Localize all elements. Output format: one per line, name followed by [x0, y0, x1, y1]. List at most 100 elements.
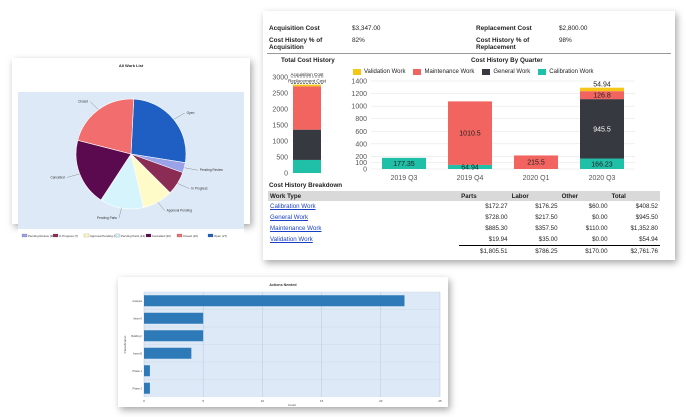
- x-tick-label: 2020 Q1: [523, 175, 550, 182]
- pie-slice: [77, 98, 135, 155]
- col-labor: Labor: [509, 191, 560, 201]
- x-axis-label: Count: [288, 403, 296, 407]
- y-tick-label: 1200: [351, 91, 367, 98]
- work-type-link[interactable]: Maintenance Work: [270, 225, 322, 232]
- legend-swatch: [538, 69, 547, 75]
- work-type-link[interactable]: Calibration Work: [270, 203, 316, 210]
- legend-swatch: [413, 69, 422, 75]
- legend-swatch: [145, 233, 152, 238]
- pie-leader-line: [118, 208, 122, 219]
- total-cell: $945.50: [635, 214, 658, 221]
- total-cell: $408.52: [635, 203, 658, 210]
- parts-cell: $885.30: [485, 225, 508, 232]
- pie-slice-label: Open: [187, 111, 195, 115]
- legend-calibration: Calibration Work: [549, 69, 594, 75]
- y-tick-label: Phase 1: [132, 369, 142, 373]
- work-type-link[interactable]: General Work: [270, 214, 309, 221]
- data-label: 64.94: [461, 164, 479, 171]
- legend-swatch: [83, 233, 90, 238]
- legend-label: Cancelled (20): [152, 234, 171, 238]
- x-tick-label: 2019 Q3: [391, 175, 418, 182]
- pie-slice: [130, 98, 187, 164]
- y-tick-label: 800: [355, 116, 367, 123]
- x-tick-label: 0: [143, 399, 145, 403]
- legend-label: In Progress (7): [59, 234, 78, 238]
- pct-replacement-label: Cost History % of Replacement: [476, 37, 530, 51]
- y-tick-label: 400: [355, 141, 367, 148]
- stacked-bar-segment: [293, 86, 321, 130]
- y-tick-label: 500: [276, 155, 288, 162]
- pct-acquisition-label: Cost History % of Acquisition: [269, 37, 323, 51]
- parts-cell: $19.94: [488, 236, 508, 243]
- quarter-legend: Validation Work Maintenance Work General…: [353, 69, 594, 75]
- total-cell: $54.94: [639, 236, 658, 243]
- stacked-bar-segment: [293, 159, 321, 173]
- cost-history-panel: Acquisition Cost $3,347.00 Replacement C…: [263, 11, 675, 260]
- chart-title: Actions Needed: [269, 283, 296, 287]
- x-tick-label: 2020 Q3: [589, 175, 616, 182]
- y-tick-label: Asset A: [133, 316, 142, 320]
- labor-cell: $176.25: [535, 203, 558, 210]
- y-tick-label: Phase 2: [132, 386, 142, 390]
- stacked-bar-segment: [580, 91, 624, 100]
- data-label: 166.23: [591, 161, 613, 168]
- other-cell: $110.00: [585, 225, 608, 232]
- pct-replacement-value: 98%: [559, 37, 572, 44]
- pie-leader-line: [173, 112, 185, 120]
- legend-label: Pending Parts (13): [121, 234, 145, 238]
- y-axis-label: Classification: [123, 335, 127, 353]
- x-tick-label: 25: [438, 399, 442, 403]
- annotation-label: Acquisition Cost: [291, 72, 325, 77]
- table-row: Maintenance Work $885.30 $357.50 $110.00…: [268, 223, 660, 234]
- col-other: Other: [559, 191, 610, 201]
- legend-label: Approval Pending (9): [90, 234, 117, 238]
- pie-slice-label: Pending Review: [200, 168, 224, 172]
- pie-slice-label: Pending Parts: [97, 216, 117, 220]
- y-tick-label: 3000: [272, 75, 288, 82]
- y-tick-label: Building I: [131, 334, 142, 338]
- bar: [144, 365, 150, 377]
- col-work-type: Work Type: [268, 191, 460, 201]
- y-tick-label: 1500: [272, 123, 288, 130]
- data-label: 945.5: [593, 126, 611, 133]
- y-tick-label: 100: [355, 160, 367, 167]
- other-total: $170.00: [559, 245, 610, 257]
- grand-total: $2,761.76: [609, 245, 660, 257]
- legend-swatch: [21, 233, 28, 238]
- table-header-row: Work Type Parts Labor Other Total: [268, 191, 660, 201]
- other-cell: $0.00: [592, 214, 608, 221]
- bar: [144, 347, 192, 359]
- labor-total: $786.25: [509, 245, 560, 257]
- data-label: 54.94: [593, 81, 611, 88]
- y-tick-label: 0: [363, 167, 367, 174]
- y-tick-label: 2500: [272, 91, 288, 98]
- x-tick-label: 15: [320, 399, 324, 403]
- data-label: 215.5: [527, 160, 545, 167]
- legend-label: Pending Review (3): [28, 234, 53, 238]
- quarter-cost-title: Cost History By Quarter: [471, 57, 543, 64]
- stacked-bar-segment: [580, 87, 624, 92]
- x-tick-label: 10: [261, 399, 265, 403]
- parts-cell: $172.27: [485, 203, 508, 210]
- pie-slice: [75, 139, 132, 201]
- stacked-bar-segment: [448, 164, 492, 169]
- pie-leader-line: [66, 173, 80, 178]
- replacement-cost-value: $2,800.00: [559, 25, 588, 32]
- pie-slice-label: Closed: [78, 100, 88, 104]
- other-cell: $0.00: [592, 236, 608, 243]
- pie-leader-line: [177, 183, 190, 189]
- acquisition-cost-label: Acquisition Cost: [269, 25, 320, 32]
- pie-slice-label: Cancelled: [50, 175, 64, 179]
- work-type-link[interactable]: Validation Work: [270, 236, 313, 244]
- x-tick-label: 2019 Q4: [457, 175, 484, 182]
- other-cell: $60.00: [588, 203, 608, 210]
- bar: [144, 382, 150, 394]
- work-list-panel: All Work List Open Pending Review In Progr…: [12, 58, 250, 242]
- parts-cell: $728.00: [485, 214, 508, 221]
- total-cost-chart: 0 500 1000 1500 2000 2500 3000 Acquisition Cost…: [272, 72, 326, 178]
- bar: [144, 330, 204, 342]
- x-tick-label: 20: [379, 399, 383, 403]
- y-tick-label: 200: [355, 154, 367, 161]
- legend-background: [18, 229, 244, 242]
